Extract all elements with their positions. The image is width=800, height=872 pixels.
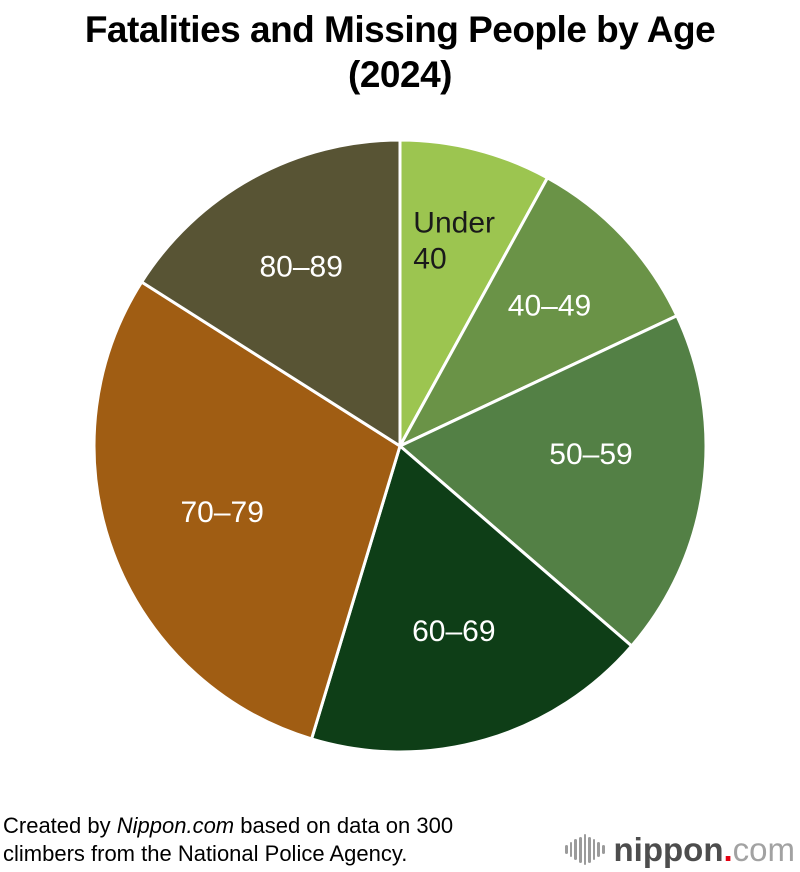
credit-line2: climbers from the National Police Agency… xyxy=(3,841,408,866)
soundwave-icon xyxy=(565,834,605,866)
credit-suffix: based on data on 300 xyxy=(234,813,454,838)
logo-dot: . xyxy=(723,831,733,868)
pie-label-50-59: 50–59 xyxy=(549,438,632,471)
chart-title: Fatalities and Missing People by Age (202… xyxy=(0,7,800,97)
nippon-logo-text: nippon.com xyxy=(614,833,795,866)
pie-slice-50-59 xyxy=(398,314,708,648)
credit-prefix: Created by xyxy=(3,813,117,838)
pie-label-40-49: 40–49 xyxy=(508,290,591,323)
chart-title-line1: Fatalities and Missing People by Age xyxy=(84,9,716,50)
pie-slice-70-79 xyxy=(92,280,402,741)
pie-label-70-79: 70–79 xyxy=(180,496,263,529)
logo-tld: com xyxy=(732,831,795,868)
pie-slice-80-89 xyxy=(140,138,402,448)
pie-label-under-40: Under 40 xyxy=(413,207,495,276)
pie-slice-under-40 xyxy=(398,138,549,448)
credit-text: Created by Nippon.com based on data on 3… xyxy=(3,812,453,868)
pie-label-60-69: 60–69 xyxy=(412,615,495,648)
logo-name: nippon xyxy=(613,831,724,868)
nippon-logo: nippon.com xyxy=(565,833,795,866)
pie-label-80-89: 80–89 xyxy=(259,250,342,283)
pie-slice-40-49 xyxy=(398,176,679,448)
chart-title-line2: (2024) xyxy=(348,54,452,95)
credit-brand: Nippon.com xyxy=(116,813,235,838)
pie-slice-60-69 xyxy=(310,444,634,754)
